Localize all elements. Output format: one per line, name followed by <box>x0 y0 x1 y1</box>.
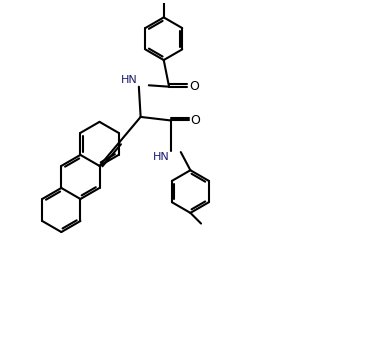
Text: O: O <box>191 114 201 127</box>
Text: HN: HN <box>153 152 169 162</box>
Text: O: O <box>189 80 199 93</box>
Text: HN: HN <box>120 75 137 85</box>
